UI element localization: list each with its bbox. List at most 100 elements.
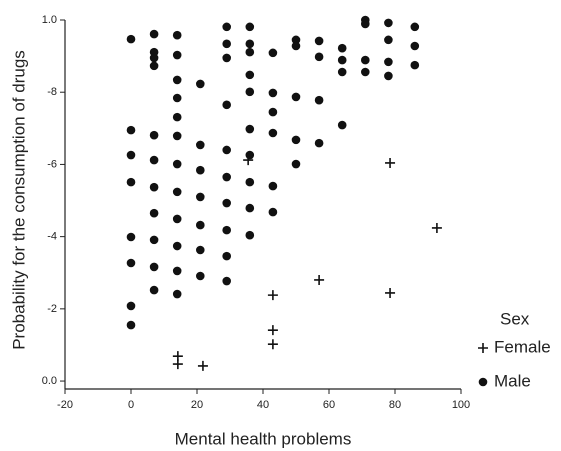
point (172, 214, 182, 224)
legend-marker (478, 377, 488, 387)
point (126, 258, 136, 268)
legend-label: Female (494, 337, 551, 356)
legend-label: Male (494, 371, 531, 390)
point (172, 93, 182, 103)
legend-marker (478, 343, 488, 353)
point (222, 53, 231, 63)
point (268, 88, 278, 98)
point (245, 230, 255, 240)
x-tick-label: 80 (389, 399, 401, 411)
point (149, 61, 159, 71)
point (384, 35, 393, 45)
point (268, 48, 278, 58)
point (384, 18, 393, 28)
point (172, 266, 182, 276)
point (410, 60, 420, 70)
point (314, 95, 324, 105)
point (245, 39, 255, 49)
point (337, 120, 347, 130)
point (149, 182, 159, 192)
point (267, 325, 278, 336)
y-tick-label: -2 (47, 303, 57, 315)
point (410, 41, 420, 51)
point (172, 131, 182, 141)
point (172, 75, 182, 85)
y-tick-label: -6 (47, 158, 57, 170)
y-tick-label: -8 (47, 86, 57, 98)
point (222, 145, 231, 155)
point (385, 287, 396, 298)
point (291, 92, 301, 102)
point (245, 22, 255, 32)
point (245, 177, 255, 187)
point (268, 128, 278, 138)
point (196, 271, 205, 281)
point (291, 135, 301, 145)
point (410, 22, 420, 32)
point (172, 112, 182, 122)
point (314, 36, 324, 46)
point (196, 140, 205, 150)
point (245, 87, 255, 97)
point (126, 320, 136, 330)
point (268, 107, 278, 117)
point (149, 53, 159, 63)
point (172, 50, 182, 60)
point (384, 71, 393, 81)
point (126, 177, 136, 187)
point (268, 181, 278, 191)
point (314, 274, 325, 285)
point (361, 67, 370, 77)
point (222, 39, 231, 49)
x-tick-label: 0 (128, 399, 134, 411)
point (126, 232, 136, 242)
point (268, 207, 278, 217)
point (149, 155, 159, 165)
y-tick-label: 0.0 (42, 375, 57, 387)
point (385, 157, 396, 168)
x-axis-label: Mental health problems (175, 429, 352, 448)
point (337, 55, 347, 65)
point (384, 57, 393, 67)
y-tick-label: 1.0 (42, 14, 57, 26)
point (196, 79, 205, 89)
point (172, 359, 183, 370)
point (245, 70, 255, 80)
point (172, 289, 182, 299)
point (196, 245, 205, 255)
point (149, 208, 159, 218)
x-tick-label: -20 (57, 399, 73, 411)
point (361, 19, 370, 29)
point (126, 34, 136, 44)
point (245, 47, 255, 57)
legend-title: Sex (500, 309, 530, 328)
point (245, 124, 255, 134)
x-tick-label: 40 (257, 399, 269, 411)
point (222, 225, 231, 235)
point (172, 30, 182, 40)
point (337, 67, 347, 77)
y-tick-label: -4 (47, 231, 57, 243)
point (172, 159, 182, 169)
x-tick-label: 100 (452, 399, 470, 411)
x-tick-label: 60 (323, 399, 335, 411)
point (126, 150, 136, 160)
point (149, 285, 159, 295)
point (149, 262, 159, 272)
point (197, 360, 208, 371)
point (222, 198, 231, 208)
point (245, 203, 255, 213)
point (196, 192, 205, 202)
point (126, 301, 136, 311)
y-axis-label: Probability for the consumption of drugs (9, 50, 28, 350)
point (314, 138, 324, 148)
x-tick-label: 20 (191, 399, 203, 411)
point (431, 222, 442, 233)
point (222, 251, 231, 261)
point (337, 43, 347, 53)
point (245, 150, 255, 160)
point (361, 55, 370, 65)
point (196, 165, 205, 175)
point (172, 187, 182, 197)
point (222, 100, 231, 110)
